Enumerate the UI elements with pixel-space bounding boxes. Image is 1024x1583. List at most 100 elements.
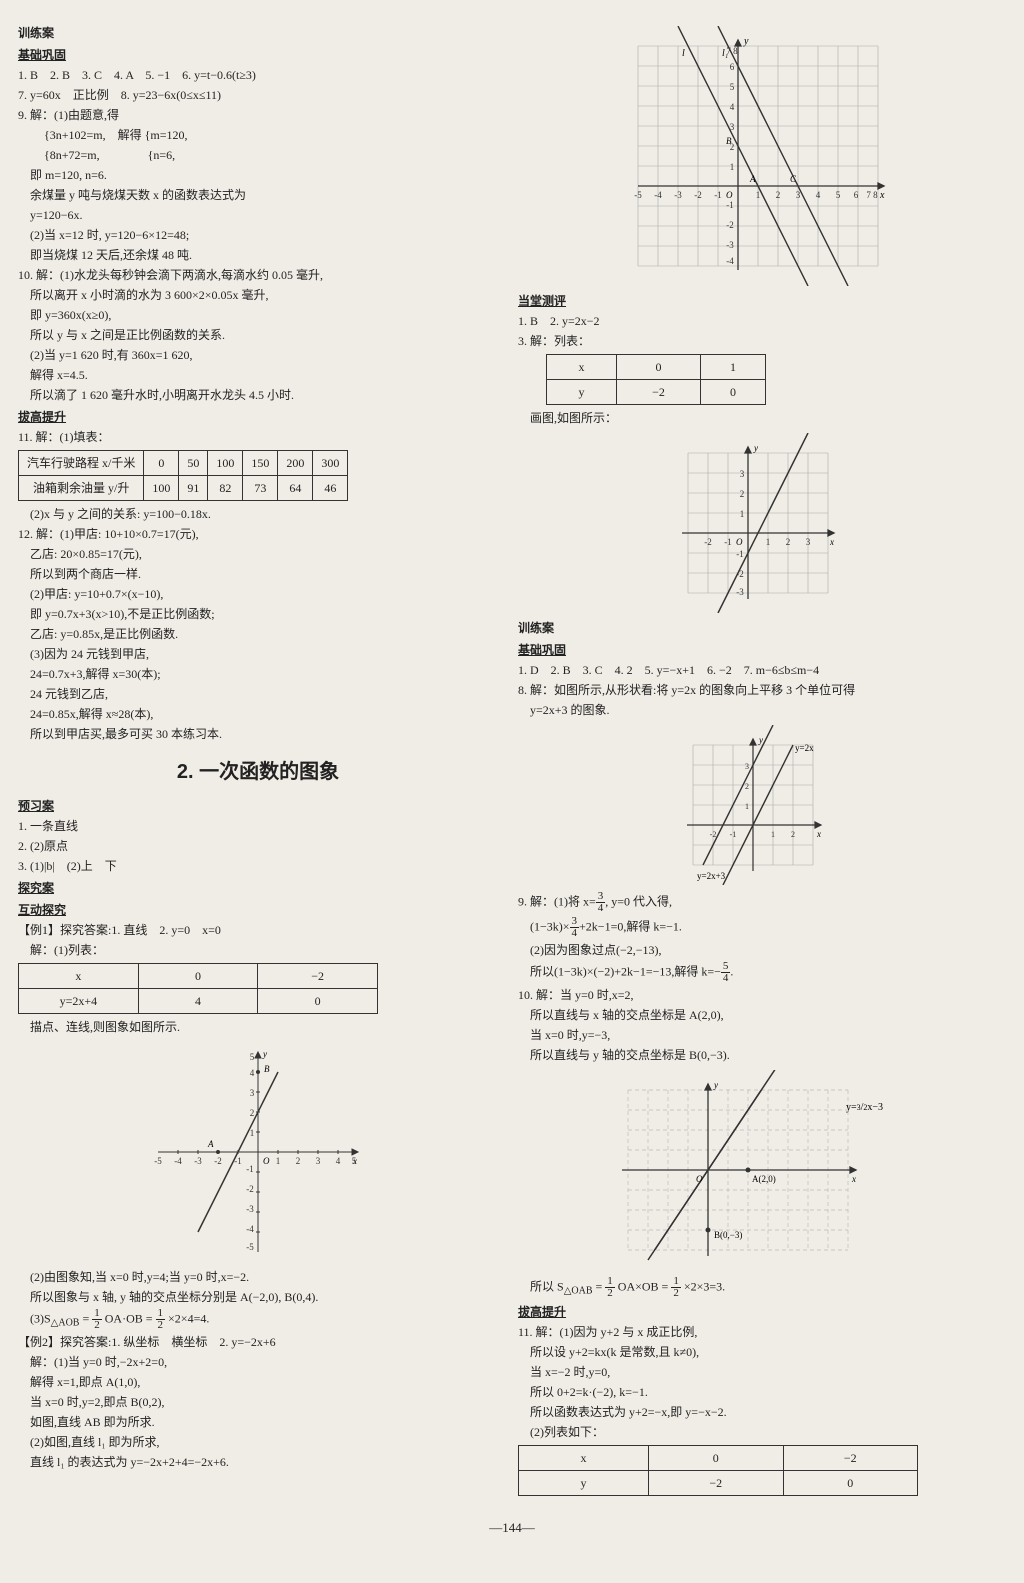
- heading-xunlian: 训练案: [18, 24, 498, 42]
- dt1: 1. B 2. y=2x−2: [518, 312, 998, 330]
- svg-text:-4: -4: [174, 1156, 182, 1166]
- section-title: 2. 一次函数的图象: [18, 757, 498, 787]
- bg11e: (2)列表如下：: [518, 1423, 998, 1441]
- q10d: (2)当 y=1 620 时,有 360x=1 620,: [18, 346, 498, 364]
- svg-text:-1: -1: [724, 537, 732, 547]
- q12c: (2)甲店: y=10+0.7×(x−10),: [18, 585, 498, 603]
- ex1-g2: (2)由图象知,当 x=0 时,y=4;当 y=0 时,x=−2.: [18, 1268, 498, 1286]
- svg-text:4: 4: [250, 1068, 255, 1078]
- svg-text:-1: -1: [730, 830, 737, 839]
- svg-text:3: 3: [316, 1156, 321, 1166]
- svg-text:-2: -2: [726, 220, 734, 230]
- q12d: 即 y=0.7x+3(x>10),不是正比例函数;: [18, 605, 498, 623]
- q12h: 24 元钱到乙店,: [18, 685, 498, 703]
- svg-text:y: y: [753, 443, 758, 453]
- svg-text:3: 3: [730, 122, 735, 132]
- ex1b: 描点、连线,则图象如图所示.: [18, 1018, 498, 1036]
- table-row: 油箱剩余油量 y/升 100 91 82 73 64 46: [19, 476, 348, 501]
- svg-text:y: y: [743, 36, 749, 47]
- heading-xunlian2: 训练案: [518, 619, 998, 637]
- svg-text:y=3/2x−3: y=3/2x−3: [846, 1102, 883, 1113]
- bg11c: 所以 0+2=k·(−2), k=−1.: [518, 1383, 998, 1401]
- svg-text:2: 2: [791, 830, 795, 839]
- svg-text:y=2x+3: y=2x+3: [697, 871, 726, 881]
- svg-text:A: A: [207, 1139, 214, 1149]
- bg11b: 当 x=−2 时,y=0,: [518, 1363, 998, 1381]
- heading-yuxi: 预习案: [18, 797, 498, 815]
- p1: 1. 一条直线: [18, 817, 498, 835]
- q12j: 所以到甲店买,最多可买 30 本练习本.: [18, 725, 498, 743]
- svg-text:1: 1: [756, 190, 761, 200]
- svg-text:l: l: [682, 48, 685, 59]
- svg-text:-2: -2: [704, 537, 712, 547]
- graph-top: l l₁ x y O A B C -5-4-3-2-1 1234567 8 12…: [518, 26, 998, 286]
- jc10d: 所以 S△OAB = 12 OA×OB = 12 ×2×3=3.: [518, 1276, 998, 1299]
- cell: 汽车行驶路程 x/千米: [19, 451, 144, 476]
- svg-text:3: 3: [740, 469, 745, 479]
- svg-text:-3: -3: [736, 587, 744, 597]
- svg-text:1: 1: [745, 802, 749, 811]
- table-row: 汽车行驶路程 x/千米 0 50 100 150 200 300: [19, 451, 348, 476]
- ex2a: 解：(1)当 y=0 时,−2x+2=0,: [18, 1353, 498, 1371]
- heading-dangtang: 当堂测评: [518, 292, 998, 310]
- svg-text:-1: -1: [714, 190, 722, 200]
- svg-text:-1: -1: [246, 1164, 254, 1174]
- q12f: (3)因为 24 元钱到甲店,: [18, 645, 498, 663]
- svg-text:-3: -3: [674, 190, 682, 200]
- svg-text:-5: -5: [246, 1242, 254, 1252]
- bg11a: 所以设 y+2=kx(k 是常数,且 k≠0),: [518, 1343, 998, 1361]
- svg-text:5: 5: [730, 82, 735, 92]
- svg-text:1: 1: [740, 509, 745, 519]
- ex2c: 当 x=0 时,y=2,即点 B(0,2),: [18, 1393, 498, 1411]
- table-dt: x01 y−20: [546, 354, 766, 405]
- svg-text:3: 3: [796, 190, 801, 200]
- svg-text:1: 1: [771, 830, 775, 839]
- heading-jichu2: 基础巩固: [518, 641, 998, 659]
- ex1a: 解：(1)列表：: [18, 941, 498, 959]
- table-bg: x0−2 y−20: [518, 1445, 918, 1496]
- svg-text:-2: -2: [694, 190, 702, 200]
- svg-text:7 8: 7 8: [726, 46, 738, 56]
- svg-text:1: 1: [250, 1128, 255, 1138]
- svg-text:C: C: [790, 174, 797, 184]
- q9-sys1: {3n+102=m, 解得 {m=120,: [18, 126, 498, 144]
- svg-text:-2: -2: [246, 1184, 254, 1194]
- q12e: 乙店: y=0.85x,是正比例函数.: [18, 625, 498, 643]
- left-column: 训练案 基础巩固 1. B 2. B 3. C 4. A 5. −1 6. y=…: [18, 20, 498, 1500]
- svg-text:B: B: [264, 1064, 270, 1074]
- svg-text:3: 3: [806, 537, 811, 547]
- q10c: 所以 y 与 x 之间是正比例函数的关系.: [18, 326, 498, 344]
- svg-text:-1: -1: [234, 1156, 242, 1166]
- ex1: 【例1】探究答案:1. 直线 2. y=0 x=0: [18, 921, 498, 939]
- svg-text:-3: -3: [194, 1156, 202, 1166]
- jc8: 8. 解：如图所示,从形状看:将 y=2x 的图象向上平移 3 个单位可得: [518, 681, 998, 699]
- q10e: 解得 x=4.5.: [18, 366, 498, 384]
- table-ex1: x 0 −2 y=2x+4 4 0: [18, 963, 378, 1014]
- q10: 10. 解：(1)水龙头每秒钟会滴下两滴水,每滴水约 0.05 毫升,: [18, 266, 498, 284]
- svg-text:2: 2: [786, 537, 791, 547]
- jc9a: (1−3k)×34+2k−1=0,解得 k=−1.: [518, 916, 998, 939]
- svg-text:-2: -2: [710, 830, 717, 839]
- heading-hudong: 互动探究: [18, 901, 498, 919]
- svg-text:-1: -1: [736, 549, 744, 559]
- jc8a: y=2x+3 的图象.: [518, 701, 998, 719]
- ex2b: 解得 x=1,即点 A(1,0),: [18, 1373, 498, 1391]
- heading-jichu: 基础巩固: [18, 46, 498, 64]
- q9: 9. 解：(1)由题意,得: [18, 106, 498, 124]
- table-row: y=2x+4 4 0: [19, 989, 378, 1014]
- p3: 3. (1)|b| (2)上 下: [18, 857, 498, 875]
- svg-text:3: 3: [745, 762, 749, 771]
- q12i: 24=0.85x,解得 x≈28(本),: [18, 705, 498, 723]
- svg-text:y=2x: y=2x: [795, 743, 814, 753]
- q9b: 余煤量 y 吨与烧煤天数 x 的函数表达式为: [18, 186, 498, 204]
- ex2e: (2)如图,直线 l₁ 即为所求,: [18, 1433, 498, 1451]
- svg-text:A: A: [749, 174, 756, 184]
- right-column: l l₁ x y O A B C -5-4-3-2-1 1234567 8 12…: [518, 20, 998, 1500]
- svg-text:5: 5: [250, 1052, 255, 1062]
- svg-text:-3: -3: [246, 1204, 254, 1214]
- svg-text:-4: -4: [246, 1224, 254, 1234]
- svg-text:4: 4: [730, 102, 735, 112]
- graph-y2x: y=2x y=2x+3 x y 123 12 -1-2: [518, 725, 998, 885]
- svg-text:B(0,−3): B(0,−3): [714, 1230, 742, 1240]
- jc1: 1. D 2. B 3. C 4. 2 5. y=−x+1 6. −2 7. m…: [518, 661, 998, 679]
